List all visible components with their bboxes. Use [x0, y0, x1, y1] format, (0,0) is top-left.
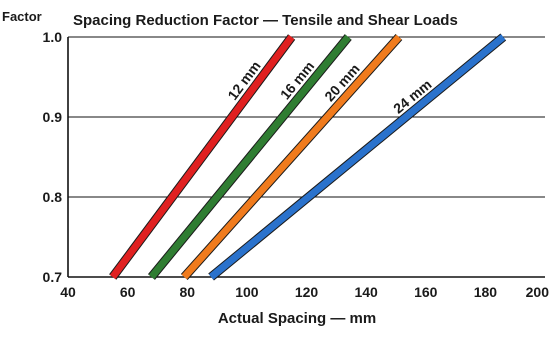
x-tick-label: 120 — [295, 284, 319, 300]
chart-title: Spacing Reduction Factor — Tensile and S… — [73, 12, 458, 29]
x-tick-label: 200 — [526, 284, 550, 300]
y-ticks: 0.7 0.8 0.9 1.0 — [43, 29, 63, 285]
axes — [67, 37, 545, 278]
x-tick-label: 100 — [235, 284, 259, 300]
x-tick-label: 180 — [474, 284, 498, 300]
x-tick-label: 140 — [354, 284, 378, 300]
series-line-12-mm — [109, 34, 295, 280]
y-tick-label: 0.9 — [43, 109, 63, 125]
series-line-16-mm — [148, 34, 351, 280]
series-line-20-mm — [181, 34, 402, 280]
x-axis-label: Actual Spacing — mm — [218, 310, 376, 327]
series-lines — [109, 33, 507, 281]
x-tick-label: 40 — [60, 284, 76, 300]
x-ticks: 40 60 80 100 120 140 160 180 200 — [60, 284, 549, 300]
x-tick-label: 160 — [414, 284, 438, 300]
y-tick-label: 1.0 — [43, 29, 63, 45]
series-line-24-mm — [208, 34, 506, 280]
x-tick-label: 80 — [179, 284, 195, 300]
y-tick-label: 0.7 — [43, 269, 63, 285]
x-tick-label: 60 — [120, 284, 136, 300]
y-tick-label: 0.8 — [43, 189, 63, 205]
y-axis-label: Factor — [2, 9, 42, 24]
